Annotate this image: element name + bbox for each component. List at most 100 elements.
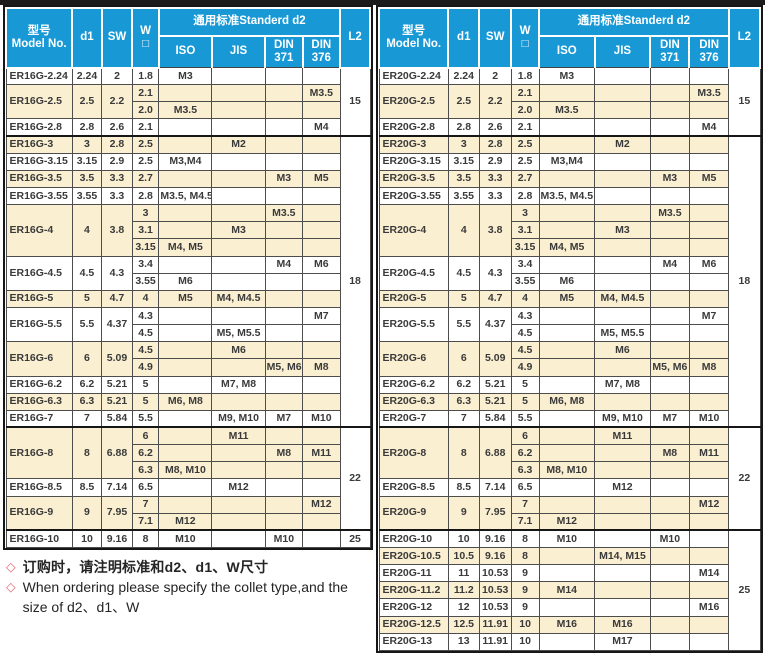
din376-cell: M4 bbox=[302, 118, 341, 137]
model-cell: ER20G-3 bbox=[378, 135, 449, 154]
sw-cell: 2.2 bbox=[478, 84, 512, 120]
din376-cell bbox=[688, 581, 730, 600]
iso-cell bbox=[538, 135, 596, 154]
w-cell: 6 bbox=[510, 426, 540, 446]
iso-cell bbox=[538, 495, 596, 514]
top-rule bbox=[0, 0, 765, 5]
jis-cell: M7, M8 bbox=[594, 375, 651, 394]
sw-cell: 9.16 bbox=[478, 546, 512, 566]
model-cell: ER20G-5.5 bbox=[378, 306, 449, 343]
jis-cell bbox=[594, 495, 651, 514]
w-cell: 7 bbox=[131, 495, 160, 514]
w-cell: 4.9 bbox=[131, 358, 160, 377]
w-cell: 2.5 bbox=[131, 135, 160, 154]
model-cell: ER16G-6.2 bbox=[5, 375, 73, 394]
w-cell: 2.5 bbox=[510, 135, 540, 154]
sw-cell: 2.2 bbox=[101, 84, 133, 120]
w-cell: 1.8 bbox=[131, 66, 160, 86]
d1-cell: 3.55 bbox=[447, 186, 480, 206]
sw-cell: 2.6 bbox=[101, 118, 133, 137]
jis-cell bbox=[594, 564, 651, 583]
sw-cell: 9.16 bbox=[478, 529, 512, 548]
din371-cell bbox=[264, 306, 304, 326]
iso-cell bbox=[538, 478, 596, 497]
din371-cell bbox=[649, 135, 690, 154]
w-cell: 7.1 bbox=[131, 512, 160, 531]
jis-cell bbox=[211, 169, 266, 188]
d1-cell: 6.2 bbox=[71, 375, 103, 394]
model-cell: ER16G-2.8 bbox=[5, 118, 73, 137]
din371-cell: M10 bbox=[264, 529, 304, 548]
sw-cell: 10.53 bbox=[478, 598, 512, 617]
din376-cell bbox=[302, 392, 341, 411]
d1-cell: 2.24 bbox=[71, 66, 103, 86]
iso-cell: M3.5, M4.5 bbox=[158, 186, 213, 206]
iso-cell bbox=[158, 495, 213, 514]
column-header-iso: ISO bbox=[157, 35, 213, 68]
sw-cell: 7.14 bbox=[478, 478, 512, 497]
d1-cell: 3 bbox=[71, 135, 103, 154]
w-cell: 6.5 bbox=[131, 478, 160, 497]
din371-cell: M7 bbox=[264, 409, 304, 428]
jis-cell bbox=[211, 512, 266, 531]
iso-cell bbox=[538, 358, 596, 377]
column-header-jis: JIS bbox=[210, 35, 267, 68]
w-cell: 2.7 bbox=[131, 169, 160, 188]
d1-cell: 3.15 bbox=[447, 152, 480, 171]
w-cell: 10 bbox=[510, 632, 540, 651]
iso-cell: M6, M8 bbox=[538, 392, 596, 411]
din376-cell: M5 bbox=[688, 169, 730, 188]
model-cell: ER16G-9 bbox=[5, 495, 73, 531]
w-cell: 3.4 bbox=[131, 255, 160, 274]
sw-cell: 2.9 bbox=[478, 152, 512, 171]
sw-cell: 6.88 bbox=[478, 426, 512, 480]
iso-cell bbox=[538, 564, 596, 583]
din376-cell bbox=[688, 461, 730, 480]
d1-cell: 6.3 bbox=[71, 392, 103, 411]
din376-cell bbox=[688, 512, 730, 531]
din371-cell bbox=[649, 564, 690, 583]
model-cell: ER20G-7 bbox=[378, 409, 449, 428]
din371-cell bbox=[264, 461, 304, 480]
din371-cell: M3.5 bbox=[649, 204, 690, 223]
d1-cell: 5.5 bbox=[447, 306, 480, 343]
w-cell: 3.4 bbox=[510, 255, 540, 274]
din376-cell: M7 bbox=[688, 306, 730, 326]
column-header-din371: DIN 371 bbox=[264, 35, 304, 68]
din376-cell: M12 bbox=[302, 495, 341, 514]
din371-cell bbox=[264, 495, 304, 514]
din376-cell: M8 bbox=[688, 358, 730, 377]
iso-cell bbox=[538, 341, 596, 360]
model-cell: ER16G-3 bbox=[5, 135, 73, 154]
iso-cell: M16 bbox=[538, 615, 596, 634]
din376-cell bbox=[302, 135, 341, 154]
model-cell: ER16G-3.55 bbox=[5, 186, 73, 206]
iso-cell bbox=[158, 135, 213, 154]
jis-cell bbox=[211, 255, 266, 274]
d1-cell: 3 bbox=[447, 135, 480, 154]
din376-cell bbox=[302, 101, 341, 120]
sw-cell: 4.37 bbox=[101, 306, 133, 343]
w-cell: 7 bbox=[510, 495, 540, 514]
din376-cell bbox=[688, 186, 730, 206]
iso-cell bbox=[158, 358, 213, 377]
din376-cell bbox=[688, 221, 730, 240]
d1-cell: 6.2 bbox=[447, 375, 480, 394]
model-cell: ER16G-6.3 bbox=[5, 392, 73, 411]
din376-cell bbox=[688, 426, 730, 446]
model-cell: ER16G-5 bbox=[5, 289, 73, 308]
w-cell: 2.1 bbox=[131, 84, 160, 103]
sw-cell: 2 bbox=[478, 66, 512, 86]
w-cell: 9 bbox=[510, 564, 540, 583]
din371-cell bbox=[649, 598, 690, 617]
model-cell: ER20G-8.5 bbox=[378, 478, 449, 497]
d1-cell: 10 bbox=[447, 529, 480, 548]
w-cell: 2.0 bbox=[131, 101, 160, 120]
din376-cell bbox=[688, 204, 730, 223]
jis-cell: M5, M5.5 bbox=[594, 324, 651, 343]
sw-cell: 5.21 bbox=[101, 392, 133, 411]
iso-cell: M3,M4 bbox=[158, 152, 213, 171]
din376-cell bbox=[302, 324, 341, 343]
iso-cell bbox=[538, 204, 596, 223]
iso-cell bbox=[538, 221, 596, 240]
